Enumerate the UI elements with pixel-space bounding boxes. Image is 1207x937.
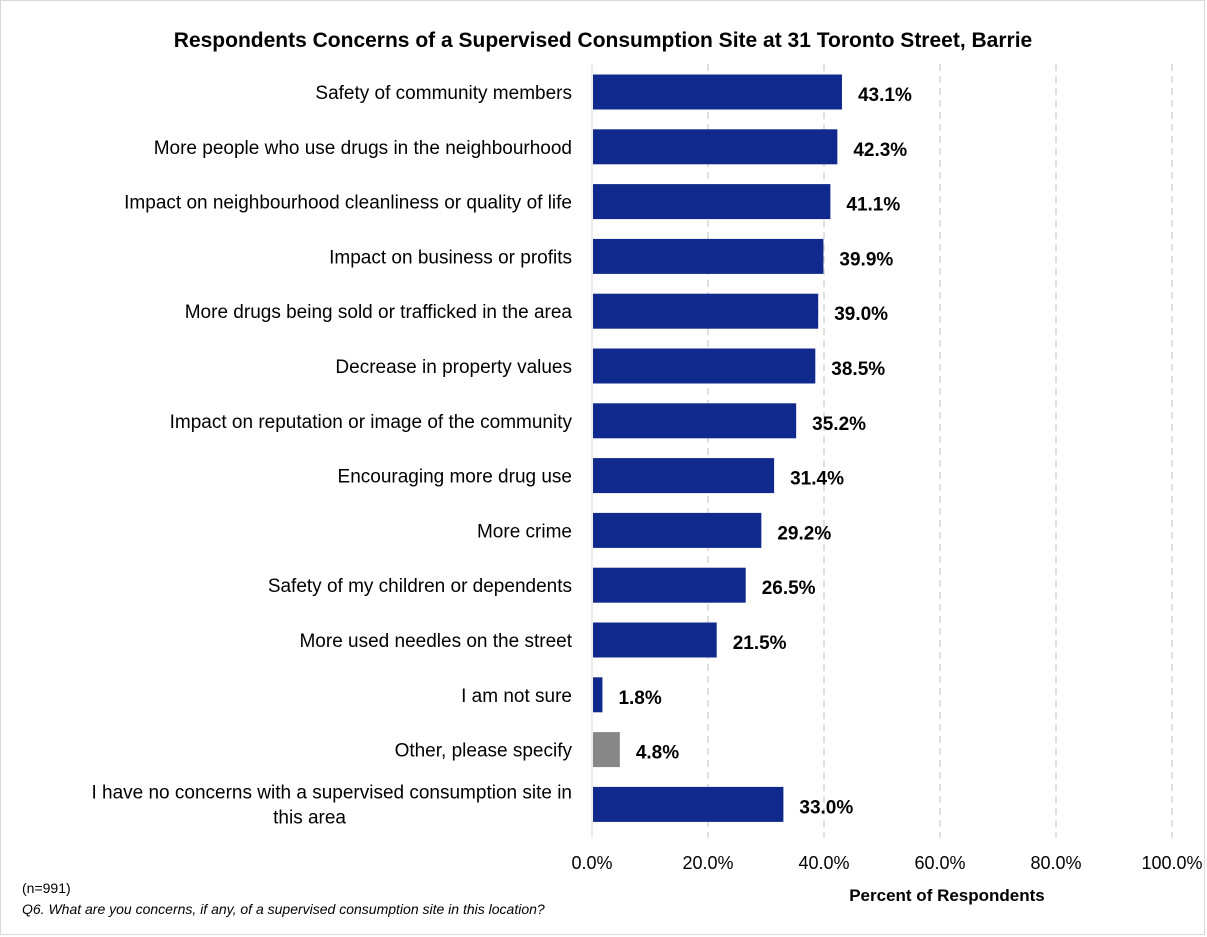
category-label: More crime bbox=[477, 521, 572, 542]
bar bbox=[593, 458, 775, 494]
category-label: Safety of my children or dependents bbox=[268, 576, 572, 597]
bar bbox=[593, 622, 717, 658]
category-label: More drugs being sold or trafficked in t… bbox=[185, 302, 573, 323]
data-label: 43.1% bbox=[858, 85, 912, 106]
question-note: Q6. What are you concerns, if any, of a … bbox=[22, 901, 545, 917]
category-label: Other, please specify bbox=[395, 741, 573, 762]
bar bbox=[593, 184, 831, 220]
category-label: More used needles on the street bbox=[299, 631, 572, 652]
data-label: 1.8% bbox=[618, 688, 661, 709]
category-label: Impact on reputation or image of the com… bbox=[170, 412, 573, 433]
bar bbox=[593, 403, 797, 439]
bar bbox=[593, 732, 620, 768]
data-label: 21.5% bbox=[733, 633, 787, 654]
category-label: I have no concerns with a supervised con… bbox=[91, 782, 572, 828]
bar bbox=[593, 129, 838, 165]
data-label: 39.0% bbox=[834, 304, 888, 325]
data-label: 33.0% bbox=[799, 797, 853, 818]
x-tick-label: 20.0% bbox=[682, 853, 733, 873]
bar bbox=[593, 512, 762, 548]
category-label: Encouraging more drug use bbox=[338, 467, 572, 488]
data-label: 39.9% bbox=[839, 249, 893, 270]
bar bbox=[593, 567, 746, 603]
bar bbox=[593, 293, 819, 329]
category-label: Impact on business or profits bbox=[329, 247, 572, 268]
x-tick-label: 80.0% bbox=[1030, 853, 1081, 873]
data-label: 29.2% bbox=[777, 523, 831, 544]
bar bbox=[593, 786, 784, 822]
x-tick-label: 40.0% bbox=[798, 853, 849, 873]
category-label: Safety of community members bbox=[315, 83, 572, 104]
bar bbox=[593, 74, 842, 110]
bar bbox=[593, 677, 603, 713]
x-axis-title: Percent of Respondents bbox=[849, 886, 1045, 905]
bar bbox=[593, 348, 816, 384]
data-label: 41.1% bbox=[846, 195, 900, 216]
category-label: More people who use drugs in the neighbo… bbox=[154, 138, 572, 159]
x-tick-label: 60.0% bbox=[914, 853, 965, 873]
x-tick-label: 0.0% bbox=[571, 853, 612, 873]
data-label: 31.4% bbox=[790, 469, 844, 490]
category-label: Decrease in property values bbox=[335, 357, 572, 378]
bar bbox=[593, 238, 824, 274]
data-label: 42.3% bbox=[853, 140, 907, 161]
category-label: I am not sure bbox=[461, 686, 572, 707]
data-label: 38.5% bbox=[831, 359, 885, 380]
chart-title: Respondents Concerns of a Supervised Con… bbox=[174, 29, 1032, 52]
data-label: 4.8% bbox=[636, 743, 679, 764]
category-label: Impact on neighbourhood cleanliness or q… bbox=[124, 193, 572, 214]
data-label: 26.5% bbox=[762, 578, 816, 599]
data-label: 35.2% bbox=[812, 414, 866, 435]
sample-size-note: (n=991) bbox=[22, 880, 71, 896]
x-tick-label: 100.0% bbox=[1141, 853, 1202, 873]
